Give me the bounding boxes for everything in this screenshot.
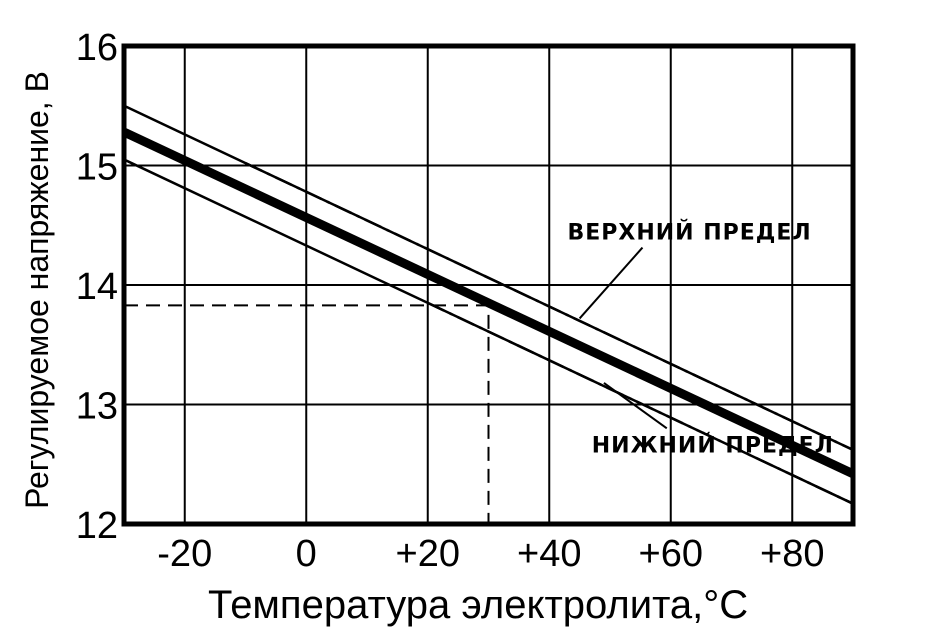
series-group bbox=[122, 104, 855, 524]
series-line-dash-dot bbox=[244, 161, 854, 452]
y-tick-label: 13 bbox=[76, 386, 118, 428]
annotation-label: НИЖНИЙ ПРЕДЕЛ bbox=[592, 432, 834, 458]
x-tick-label: -20 bbox=[157, 533, 212, 575]
y-tick-labels: 12 13 14 15 16 bbox=[76, 27, 118, 547]
x-tick-labels: -20 0 +20 +40 +60 +80 bbox=[157, 533, 824, 575]
y-tick-label: 15 bbox=[76, 147, 118, 189]
y-axis-title: Регулируемое напряжение, В bbox=[19, 71, 55, 509]
series-line-thick-solid bbox=[122, 127, 855, 478]
y-tick-label: 16 bbox=[76, 27, 118, 69]
annotation-leader bbox=[603, 382, 668, 430]
x-tick-label: +20 bbox=[396, 533, 460, 575]
x-axis-title: Температура электролита,°С bbox=[208, 583, 748, 627]
reference-line bbox=[124, 304, 490, 524]
y-tick-label: 14 bbox=[76, 266, 118, 308]
plot-frame bbox=[121, 43, 856, 527]
x-tick-label: +40 bbox=[517, 533, 581, 575]
x-tick-label: +80 bbox=[760, 533, 824, 575]
x-tick-label: +60 bbox=[639, 533, 703, 575]
series-line-dash-dot bbox=[427, 301, 854, 505]
annotation-label: ВЕРХНИЙ ПРЕДЕЛ bbox=[567, 220, 811, 246]
x-tick-label: 0 bbox=[296, 533, 317, 575]
annotation-leader bbox=[578, 246, 644, 320]
annotations: ВЕРХНИЙ ПРЕДЕЛ НИЖНИЙ ПРЕДЕЛ bbox=[567, 220, 834, 459]
y-tick-label: 12 bbox=[76, 505, 118, 547]
